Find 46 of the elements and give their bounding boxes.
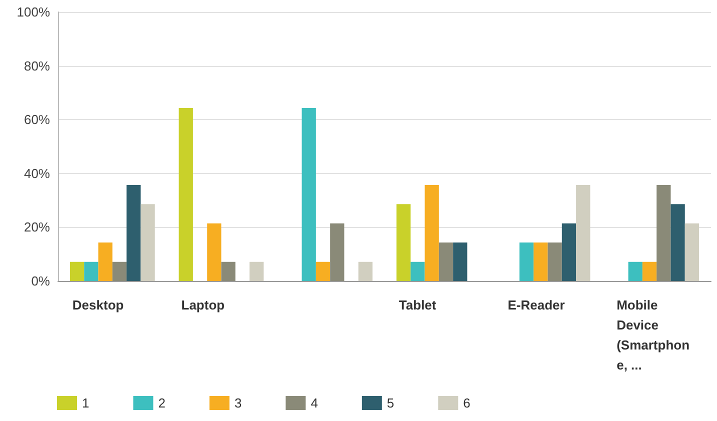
- legend-label: 2: [158, 396, 166, 410]
- y-tick-label: 40%: [24, 166, 50, 181]
- y-tick-label: 100%: [16, 4, 50, 20]
- bar: [207, 223, 222, 281]
- bar: [628, 262, 642, 281]
- y-tick-label: 80%: [24, 58, 50, 74]
- bar: [84, 262, 98, 281]
- bar: [438, 242, 454, 281]
- bar: [98, 242, 112, 281]
- bar: [330, 223, 344, 281]
- legend-label: 6: [463, 396, 470, 410]
- bar: [453, 242, 468, 281]
- bar: [396, 204, 411, 281]
- bar: [358, 262, 373, 281]
- y-tick-label: 0%: [31, 274, 50, 288]
- bar: [410, 262, 425, 281]
- y-tick-label: 60%: [24, 112, 50, 128]
- bar: [562, 223, 576, 281]
- bar: [548, 242, 562, 281]
- bar: [670, 204, 685, 281]
- x-tick-label: Mobile Device (Smartphone, ...: [616, 298, 690, 372]
- bar: [112, 262, 127, 281]
- legend-label: 3: [234, 396, 242, 410]
- bar: [126, 184, 141, 281]
- bar: [250, 262, 264, 281]
- bar: [302, 108, 316, 281]
- bar: [519, 242, 534, 281]
- bar: [70, 262, 84, 281]
- bar: [140, 204, 155, 281]
- legend-label: 1: [82, 396, 90, 410]
- bar: [221, 262, 236, 281]
- bar: [424, 184, 439, 281]
- x-tick-label: Laptop: [181, 298, 225, 312]
- legend-label: 4: [310, 396, 318, 410]
- bar: [534, 242, 548, 281]
- bar: [178, 108, 193, 281]
- legend-label: 5: [386, 396, 394, 410]
- bar: [576, 184, 590, 281]
- bar: [656, 184, 671, 281]
- bar: [642, 262, 657, 281]
- x-tick-label: Desktop: [72, 298, 124, 312]
- bar: [684, 223, 700, 281]
- bar: [316, 262, 330, 281]
- x-tick-label: E-Reader: [508, 298, 565, 312]
- x-tick-label: Tablet: [398, 298, 437, 312]
- y-tick-label: 20%: [24, 220, 50, 235]
